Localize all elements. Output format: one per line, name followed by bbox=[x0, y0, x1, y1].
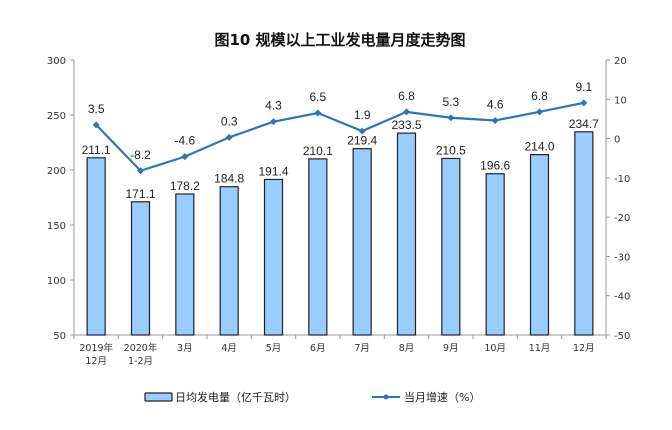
legend: 日均发电量（亿千瓦时） 当月增速（%） bbox=[144, 390, 480, 404]
x-tick-label: 11月 bbox=[529, 343, 551, 354]
x-tick-label: 4月 bbox=[221, 343, 237, 354]
legend-line-label: 当月增速（%） bbox=[404, 390, 480, 404]
x-tick-label: 5月 bbox=[266, 343, 282, 354]
x-tick-label: 6月 bbox=[310, 343, 326, 354]
left-tick-label: 150 bbox=[47, 221, 66, 232]
bar bbox=[130, 201, 151, 336]
bar bbox=[263, 178, 284, 336]
bar bbox=[86, 157, 106, 336]
right-tick-label: -30 bbox=[614, 252, 630, 263]
left-tick-label: 100 bbox=[47, 276, 66, 287]
line-point bbox=[536, 108, 543, 116]
bar bbox=[441, 157, 461, 336]
bar-series bbox=[86, 131, 594, 336]
legend-bar-swatch bbox=[144, 392, 173, 402]
line-point bbox=[137, 167, 144, 175]
bar bbox=[396, 132, 417, 336]
line-point bbox=[403, 108, 410, 116]
right-tick-label: -10 bbox=[614, 174, 630, 185]
data-labels: 211.1 171.1 178.2 184.8 191.4 210.1 219.4 233.5… bbox=[82, 80, 600, 201]
line-point bbox=[580, 99, 588, 107]
line-value-label: 6.8 bbox=[398, 89, 415, 103]
bar bbox=[352, 148, 372, 336]
line-value-label: -8.2 bbox=[130, 148, 151, 162]
bar bbox=[308, 158, 328, 336]
right-tick-label: -20 bbox=[614, 213, 630, 224]
line-point bbox=[447, 114, 455, 122]
left-tick-label: 50 bbox=[53, 331, 66, 342]
line-point bbox=[491, 117, 499, 124]
left-tick-label: 250 bbox=[47, 111, 66, 122]
x-tick-label: 12月 bbox=[85, 356, 107, 367]
right-tick-label: 20 bbox=[614, 56, 627, 67]
bar-value-label: 210.1 bbox=[303, 144, 333, 158]
legend-line-marker bbox=[383, 394, 389, 400]
line-point bbox=[225, 133, 233, 141]
bar bbox=[175, 193, 195, 336]
line-value-label: 6.5 bbox=[309, 90, 326, 104]
line-point bbox=[358, 127, 366, 135]
legend-bar-label: 日均发电量（亿千瓦时） bbox=[175, 390, 296, 404]
x-tick-label: 1-2月 bbox=[128, 356, 153, 367]
x-tick-label: 2020年 bbox=[124, 342, 158, 354]
x-tick-label: 7月 bbox=[354, 343, 370, 354]
line-point bbox=[314, 109, 322, 117]
line-series bbox=[92, 99, 588, 175]
right-tick-label: 10 bbox=[614, 95, 627, 106]
x-tick-label: 3月 bbox=[177, 343, 193, 354]
line-value-label: -4.6 bbox=[174, 134, 195, 148]
left-tick-label: 200 bbox=[47, 166, 66, 177]
x-tick-label: 2019年 bbox=[79, 342, 113, 354]
x-tick-label: 9月 bbox=[443, 343, 459, 354]
bar-value-label: 219.4 bbox=[347, 134, 377, 148]
chart-title: 图10 规模以上工业发电量月度走势图 bbox=[214, 31, 465, 49]
bar-value-label: 191.4 bbox=[258, 164, 288, 178]
line-value-label: 4.6 bbox=[487, 98, 504, 112]
axes: 50 100 150 200 250 300 -50 -40 -30 -20 -10 0 10 20 201… bbox=[47, 56, 630, 367]
bar-value-label: 184.8 bbox=[214, 172, 244, 186]
bar-value-label: 233.5 bbox=[391, 118, 421, 132]
bar-value-label: 196.6 bbox=[480, 159, 510, 173]
left-tick-label: 300 bbox=[47, 56, 66, 67]
line-value-label: 5.3 bbox=[442, 95, 459, 109]
right-tick-label: 0 bbox=[614, 135, 620, 146]
line-value-label: 1.9 bbox=[354, 108, 371, 122]
bar-value-label: 178.2 bbox=[170, 179, 200, 193]
line-value-label: 4.3 bbox=[265, 99, 282, 113]
line-point bbox=[92, 121, 100, 129]
bar bbox=[574, 131, 594, 336]
line-point bbox=[181, 153, 189, 161]
growth-line bbox=[95, 101, 585, 173]
bar bbox=[219, 186, 239, 336]
line-value-label: 3.5 bbox=[88, 102, 105, 116]
right-tick-label: -40 bbox=[614, 292, 630, 303]
x-tick-label: 12月 bbox=[573, 343, 595, 354]
line-value-label: 6.8 bbox=[531, 89, 548, 103]
line-value-label: 0.3 bbox=[221, 114, 238, 128]
bar-value-label: 211.1 bbox=[82, 143, 111, 157]
bar bbox=[485, 173, 505, 336]
right-tick-label: -50 bbox=[614, 331, 630, 342]
x-tick-label: 10月 bbox=[484, 343, 506, 354]
bar bbox=[529, 154, 550, 336]
bar-value-label: 214.0 bbox=[524, 140, 554, 154]
x-tick-label: 8月 bbox=[399, 343, 415, 354]
bar-value-label: 171.1 bbox=[125, 187, 155, 201]
bar-value-label: 234.7 bbox=[569, 117, 599, 131]
line-value-label: 9.1 bbox=[575, 80, 592, 94]
line-point bbox=[270, 118, 277, 126]
bar-value-label: 210.5 bbox=[436, 143, 466, 157]
